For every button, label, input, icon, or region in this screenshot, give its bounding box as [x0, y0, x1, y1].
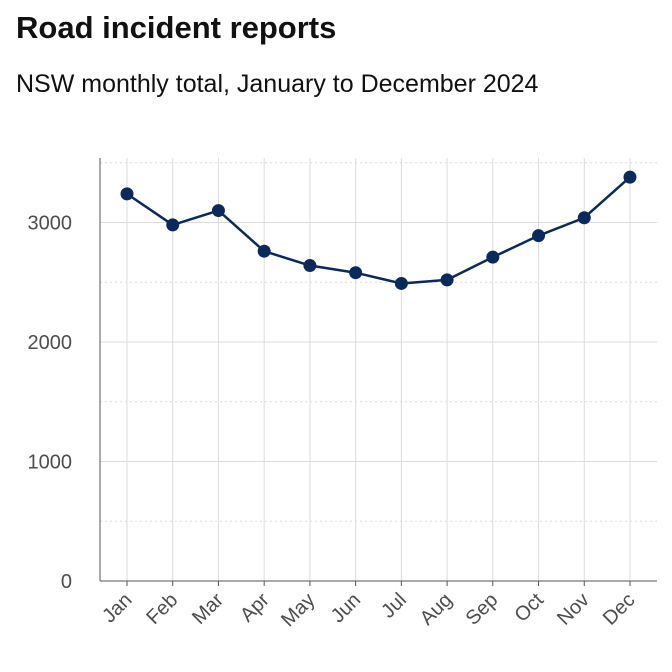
- x-tick-label: Jan: [98, 589, 136, 627]
- data-point: [257, 244, 271, 258]
- x-tick-label: Jul: [377, 589, 411, 623]
- data-point: [120, 187, 134, 201]
- data-point: [532, 229, 546, 243]
- axes: [99, 158, 657, 586]
- data-point: [211, 204, 225, 218]
- x-tick-label: Apr: [236, 589, 274, 627]
- data-point: [349, 266, 363, 280]
- x-tick-label: Nov: [553, 589, 594, 630]
- x-tick-label: Aug: [416, 589, 457, 630]
- data-point: [303, 259, 317, 273]
- y-tick-label: 3000: [28, 213, 73, 235]
- chart-title: Road incident reports: [16, 10, 337, 45]
- series: [120, 170, 637, 290]
- x-tick-label: Feb: [142, 589, 182, 629]
- x-tick-label: Sep: [462, 589, 503, 630]
- y-tick-label: 0: [61, 571, 72, 593]
- x-tick-label: Mar: [188, 589, 228, 629]
- x-tick-label: Dec: [599, 589, 640, 630]
- y-tick-labels: 0 1000 2000 3000: [28, 213, 73, 593]
- data-point: [440, 273, 454, 287]
- series-line: [126, 176, 631, 285]
- data-point: [394, 276, 408, 290]
- chart-subtitle: NSW monthly total, January to December 2…: [16, 70, 539, 98]
- y-tick-label: 1000: [28, 452, 73, 474]
- x-tick-labels: Jan Feb Mar Apr May Jun Jul Aug Sep Oct Nov Dec: [98, 589, 639, 632]
- data-point: [577, 211, 591, 225]
- y-tick-label: 2000: [28, 332, 73, 354]
- data-point: [166, 218, 180, 232]
- data-point: [486, 250, 500, 264]
- data-point: [623, 170, 637, 184]
- x-tick-label: Oct: [511, 589, 549, 627]
- x-tick-label: May: [277, 589, 319, 631]
- x-tick-label: Jun: [327, 589, 365, 627]
